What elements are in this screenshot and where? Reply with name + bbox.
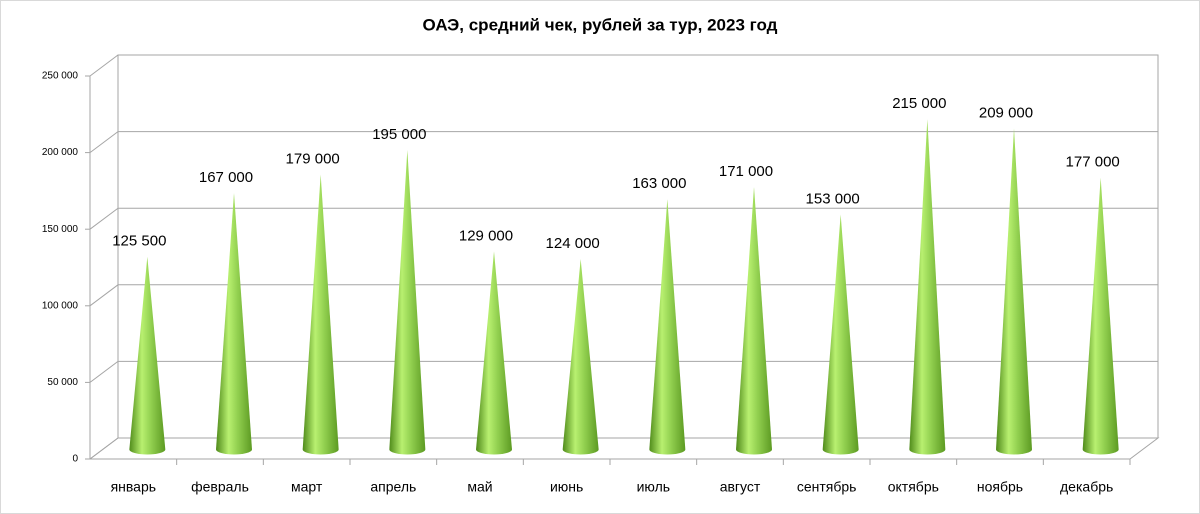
grid-line <box>89 207 1158 230</box>
value-label: 177 000 <box>1066 154 1120 171</box>
cone <box>736 186 772 455</box>
x-tick-label: октябрь <box>888 479 939 495</box>
value-label: 153 000 <box>806 190 860 207</box>
x-tick-label: май <box>467 479 492 495</box>
y-tick-label: 250 000 <box>42 71 79 82</box>
value-label: 163 000 <box>632 175 686 192</box>
cone <box>476 251 512 455</box>
x-tick-label: март <box>291 479 323 495</box>
grid-line <box>89 131 1158 153</box>
x-tick-label: июль <box>637 479 670 495</box>
value-label: 125 500 <box>112 233 166 250</box>
value-label: 179 000 <box>286 151 340 168</box>
y-tick-label: 0 <box>72 454 78 465</box>
cone <box>822 214 859 455</box>
y-tick-label: 150 000 <box>42 224 79 235</box>
cone <box>562 259 599 455</box>
value-label: 195 000 <box>372 126 426 143</box>
value-label: 209 000 <box>979 104 1033 121</box>
grid-line <box>89 284 1158 307</box>
grid-line <box>89 54 1158 77</box>
cone <box>1082 177 1119 455</box>
cone <box>996 128 1032 455</box>
cone <box>909 119 946 455</box>
value-label: 129 000 <box>459 227 513 244</box>
chart-title: ОАЭ, средний чек, рублей за тур, 2023 го… <box>423 15 778 34</box>
value-label: 215 000 <box>892 95 946 112</box>
x-tick-label: декабрь <box>1060 479 1113 495</box>
value-label: 167 000 <box>199 169 253 186</box>
x-tick-label: апрель <box>370 479 416 495</box>
y-tick-label: 50 000 <box>47 377 78 388</box>
cone <box>389 149 426 455</box>
x-tick-label: ноябрь <box>977 479 1023 495</box>
x-tick-label: сентябрь <box>797 479 857 495</box>
cone <box>302 174 339 455</box>
value-label: 124 000 <box>546 235 600 252</box>
cone <box>216 192 252 455</box>
x-tick-label: февраль <box>191 479 249 495</box>
value-label: 171 000 <box>719 163 773 180</box>
cone <box>129 256 166 455</box>
x-tick-label: июнь <box>550 479 583 495</box>
x-tick-label: январь <box>111 479 156 495</box>
x-tick-label: август <box>720 479 761 495</box>
y-tick-label: 200 000 <box>42 147 79 158</box>
y-tick-label: 100 000 <box>42 300 79 311</box>
grid-line <box>89 437 1158 460</box>
cone <box>649 199 686 455</box>
grid-line <box>89 360 1158 383</box>
